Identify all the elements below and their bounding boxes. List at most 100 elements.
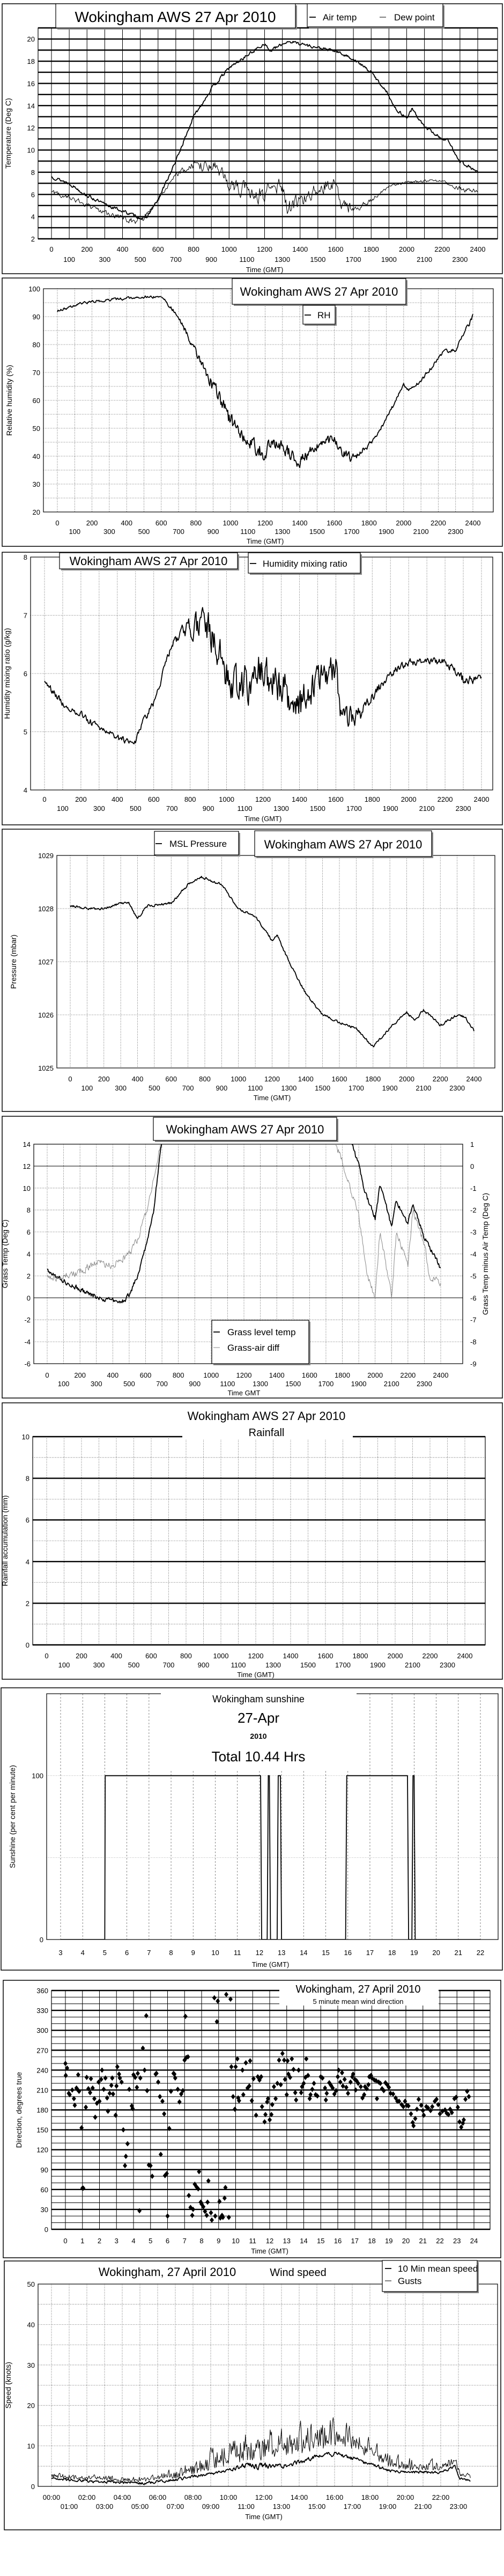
x-tick-label: 1000 (219, 795, 234, 803)
x-tick-label: 4 (131, 2237, 135, 2245)
x-tick-label: 21 (455, 1949, 462, 1957)
data-point-diamond (336, 2067, 341, 2073)
x-tick-label: 2200 (423, 1652, 438, 1660)
x-tick-label: 17 (366, 1949, 374, 1957)
x-tick-label: 2100 (384, 1380, 399, 1388)
data-point-diamond (263, 2112, 268, 2118)
data-point-diamond (406, 2103, 411, 2109)
y-tick-label: 20 (33, 508, 40, 516)
x-tick-label: 1200 (257, 245, 272, 253)
x-tick-label: 10 (211, 1949, 219, 1957)
x-tick-label: 100 (58, 1661, 70, 1669)
x-tick-label: 8 (169, 1949, 173, 1957)
mixing-ratio-chart: 4 5 6 7 8 0 100 200 300 400 500 600 700 800 900 1000 110… (2, 552, 503, 825)
series-line-air-temp (51, 41, 478, 220)
y2-tick-label: -2 (470, 1206, 477, 1214)
data-point-diamond (63, 2060, 68, 2066)
sunshine-chart: 0 100 3 4 5 6 7 8 9 10 11 12 13 14 15 16 17 18 19 20 21 22 Tim… (1, 1687, 503, 1971)
x-tick-label: 7 (183, 2237, 187, 2245)
data-point-diamond (283, 2076, 287, 2082)
data-point-diamond (173, 2075, 177, 2081)
data-point-diamond (257, 2077, 262, 2083)
data-point-diamond (312, 2081, 316, 2087)
data-point-diamond (70, 2087, 75, 2093)
x-tick-label: 2200 (400, 1371, 416, 1379)
data-point-diamond (375, 2096, 380, 2102)
y-axis-label: Relative humidity (%) (5, 365, 13, 436)
y-axis-label: Humidity mixing ratio (g/kg) (3, 628, 11, 719)
data-point-diamond (76, 2072, 80, 2077)
y-tick-label: 1029 (38, 852, 54, 860)
rainfall-chart: 0246810010020030040050060070080090010001… (1, 1402, 503, 1680)
data-point-diamond (449, 2110, 454, 2116)
x-tick-label: 16:00 (326, 2493, 344, 2501)
x-tick-label: 19:00 (379, 2502, 397, 2511)
chart-box (254, 830, 432, 857)
x-tick-label: 2000 (367, 1371, 383, 1379)
data-point-diamond (88, 2090, 93, 2096)
x-tick-label: 2300 (417, 1380, 432, 1388)
x-tick-label: 2400 (474, 795, 490, 803)
plot-area (51, 1990, 491, 2230)
y-tick-label: 5 (24, 728, 27, 736)
data-point-diamond (205, 2199, 210, 2205)
y-tick-label: 40 (33, 452, 40, 460)
x-tick-label: 400 (121, 519, 132, 527)
y-tick-label: 120 (36, 2146, 48, 2154)
x-tick-label: 12 (266, 2237, 273, 2245)
x-tick-label: 800 (180, 1652, 192, 1660)
y-tick-label: 240 (36, 2066, 48, 2074)
x-tick-label: 2000 (401, 795, 417, 803)
y-tick-label: -6 (24, 1360, 31, 1368)
y-tick-label: 6 (27, 1228, 31, 1236)
data-point-diamond (320, 2075, 325, 2081)
data-point-diamond (434, 2096, 439, 2102)
y-tick-label: 2 (26, 1599, 29, 1607)
x-tick-label: 400 (107, 1371, 118, 1379)
x-tick-label: 6 (166, 2237, 169, 2245)
legend-label: 10 Min mean speed (398, 2264, 478, 2274)
data-point-diamond (93, 2114, 98, 2120)
y-tick-label: 18 (27, 57, 35, 65)
y-tick-label: 4 (26, 1558, 29, 1566)
data-point-diamond (63, 2073, 68, 2079)
data-point-diamond (206, 2178, 211, 2184)
data-point-diamond (179, 2091, 183, 2097)
x-tick-label: 22:00 (432, 2493, 450, 2501)
data-point-diamond (84, 2104, 88, 2110)
data-point-diamond (306, 2073, 310, 2079)
series-group (57, 295, 473, 469)
x-tick-label: 20:00 (397, 2493, 414, 2501)
x-tick-label: 2100 (413, 528, 429, 536)
x-tick-label: 400 (117, 245, 129, 253)
chart-panel-border (2, 277, 503, 547)
x-tick-label: 1600 (328, 245, 344, 253)
x-tick-label: 2300 (452, 255, 468, 264)
data-point-diamond (229, 2064, 234, 2070)
data-point-diamond (290, 2056, 294, 2062)
x-tick-label: 04:00 (114, 2493, 131, 2501)
x-tick-label: 700 (163, 1661, 175, 1669)
data-point-diamond (249, 2098, 254, 2104)
data-point-diamond (344, 2084, 349, 2090)
x-tick-label: 900 (207, 528, 219, 536)
x-tick-label: 1700 (335, 1661, 351, 1669)
y2-tick-label: -6 (470, 1294, 477, 1302)
data-point-diamond (164, 2171, 169, 2177)
series-line-grass-level-temp (47, 1144, 441, 1304)
data-point-diamond (284, 2092, 289, 2098)
x-tick-label: 1800 (353, 1652, 368, 1660)
x-tick-label: 1800 (365, 795, 380, 803)
data-point-diamond (158, 2094, 162, 2099)
data-point-diamond (280, 2051, 285, 2057)
x-tick-label: 900 (189, 1380, 201, 1388)
legend-label: Humidity mixing ratio (263, 559, 347, 569)
series-line-grass-air-diff (47, 1144, 441, 1299)
x-tick-label: 20 (402, 2237, 410, 2245)
x-tick-label: 1400 (269, 1371, 285, 1379)
x-tick-label: 800 (184, 795, 196, 803)
x-tick-label: 2300 (449, 1084, 465, 1092)
x-tick-label: 11 (249, 2237, 257, 2245)
data-point-diamond (262, 2119, 267, 2125)
x-tick-label: 800 (188, 245, 199, 253)
